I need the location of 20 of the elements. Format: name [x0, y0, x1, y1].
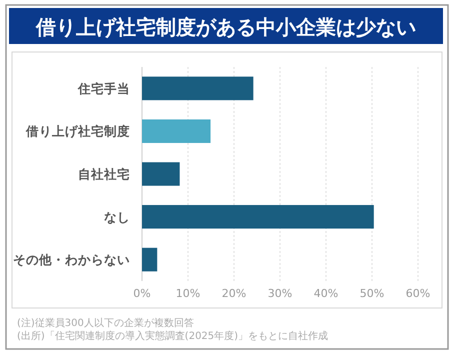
y-tick-label: 住宅手当 [77, 80, 130, 96]
x-tick-label: 10% [176, 287, 200, 300]
x-tick-label: 40% [314, 287, 338, 300]
x-tick-label: 0% [133, 287, 151, 300]
x-tick-label: 60% [406, 287, 430, 300]
bar [142, 76, 254, 100]
x-tick-label: 20% [222, 287, 246, 300]
x-tick-label: 30% [268, 287, 292, 300]
chart-title: 借り上げ社宅制度がある中小企業は少ない [35, 15, 416, 39]
x-tick-label: 50% [360, 287, 384, 300]
y-tick-label: なし [104, 209, 130, 224]
bar [142, 248, 158, 272]
bar [142, 205, 374, 229]
y-tick-label: 自社社宅 [78, 166, 130, 182]
bar [142, 119, 211, 143]
text: (出所)「住宅関連制度の導入実態調査(2025年度)」をもとに自社作成 [17, 330, 328, 342]
text: (注)従業員300人以下の企業が複数回答 [17, 317, 194, 329]
bar [142, 162, 180, 186]
y-tick-label: 借り上げ社宅制度 [25, 124, 130, 139]
y-tick-label: その他・わからない [13, 252, 130, 268]
